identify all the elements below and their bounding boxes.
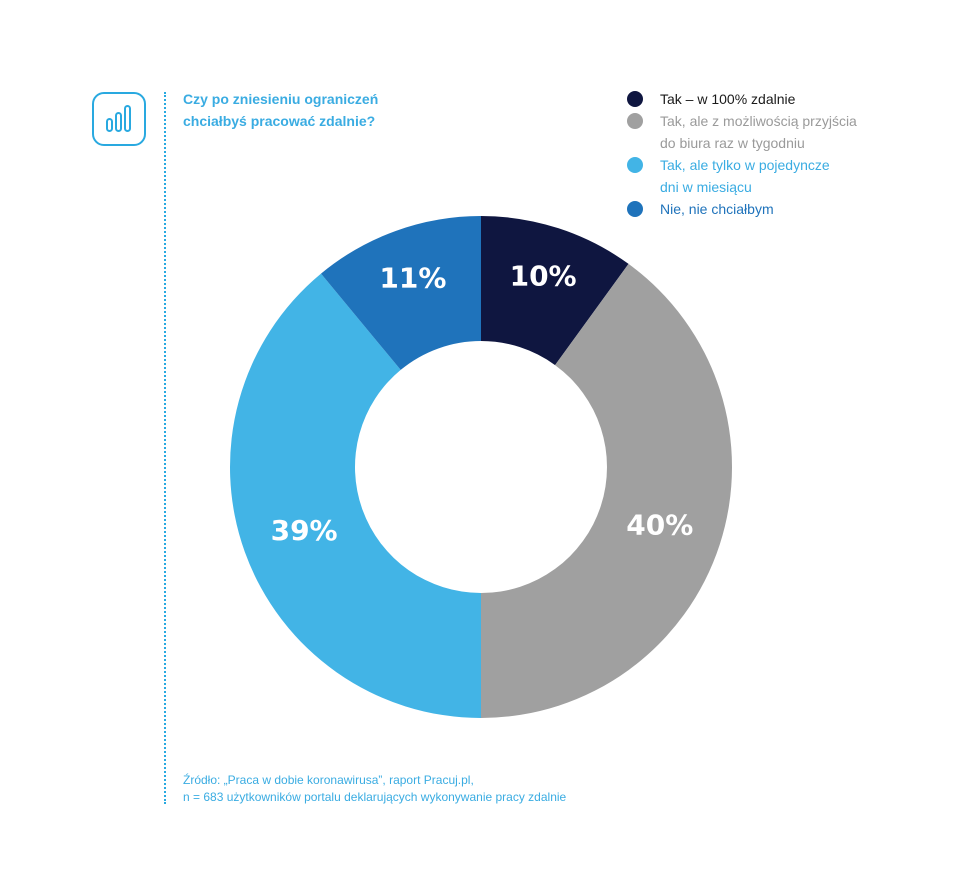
legend-label: dni w miesiącu — [660, 179, 752, 195]
dotted-divider — [164, 92, 166, 804]
chart-title-line-1: Czy po zniesieniu ograniczeń — [183, 91, 379, 107]
source-line-2: n = 683 użytkowników portalu deklarujący… — [183, 790, 567, 804]
legend-item: Nie, nie chciałbym — [627, 198, 887, 220]
slice-value-label: 11% — [379, 261, 446, 294]
donut-slice — [481, 216, 629, 366]
legend-label: Tak, ale z możliwością przyjścia — [660, 113, 857, 129]
legend-swatch — [627, 91, 643, 107]
donut-slice — [481, 263, 733, 718]
legend-item: Tak, ale tylko w pojedyncze dni w miesiąc… — [627, 154, 887, 198]
slice-value-label: 39% — [271, 514, 338, 547]
bar-chart-icon — [92, 92, 146, 146]
legend-label: Tak – w 100% zdalnie — [660, 91, 796, 107]
legend-swatch — [627, 113, 643, 129]
legend-label: Tak, ale tylko w pojedyncze — [660, 157, 830, 173]
legend-item: Tak, ale z możliwością przyjścia do biura… — [627, 110, 887, 154]
source-line-1: Źródło: „Praca w dobie koronawirusa”, ra… — [183, 773, 474, 787]
chart-title-line-2: chciałbyś pracować zdalnie? — [183, 113, 376, 129]
legend-label: do biura raz w tygodniu — [660, 135, 805, 151]
chart-legend: Tak – w 100% zdalnie Tak, ale z możliwośc… — [627, 88, 887, 220]
source-note: Źródło: „Praca w dobie koronawirusa”, ra… — [183, 772, 566, 806]
donut-slice — [230, 273, 481, 718]
legend-swatch — [627, 157, 643, 173]
chart-title: Czy po zniesieniu ograniczeń chciałbyś p… — [183, 88, 443, 132]
legend-label: Nie, nie chciałbym — [660, 201, 774, 217]
slice-value-label: 40% — [626, 509, 693, 542]
donut-slice — [321, 216, 481, 370]
legend-swatch — [627, 201, 643, 217]
slice-value-label: 10% — [510, 259, 577, 292]
legend-item: Tak – w 100% zdalnie — [627, 88, 887, 110]
